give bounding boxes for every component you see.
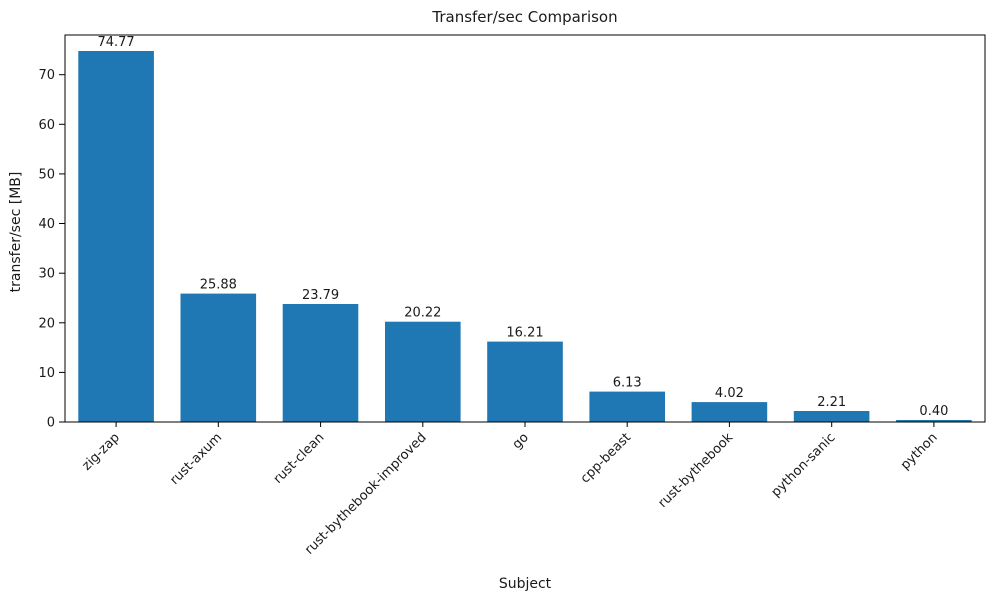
x-tick-label: rust-clean: [271, 430, 328, 487]
bar-value-label: 16.21: [506, 326, 543, 341]
y-tick-label: 60: [38, 118, 55, 133]
x-axis-label: Subject: [499, 576, 552, 592]
y-tick-label: 0: [47, 416, 55, 431]
bar-value-label: 20.22: [404, 306, 441, 321]
bar-value-label: 0.40: [919, 404, 948, 419]
y-tick-label: 40: [38, 217, 55, 232]
bar-value-label: 25.88: [200, 278, 237, 293]
y-tick-label: 10: [38, 366, 55, 381]
bar: [78, 51, 154, 422]
bar: [793, 411, 870, 422]
x-tick-label: cpp-beast: [578, 430, 634, 486]
x-tick-label: go: [510, 430, 532, 452]
x-tick-label: python: [898, 430, 941, 473]
y-axis-label: transfer/sec [MB]: [8, 172, 24, 293]
x-tick-label: zig-zap: [79, 430, 122, 473]
bar: [589, 391, 665, 422]
x-tick-label: rust-bythebook: [656, 430, 737, 511]
bar: [691, 402, 768, 422]
bar: [385, 321, 461, 422]
plot-area: 74.77 zig-zap 25.88 rust-axum 23.79 rust-clea…: [38, 34, 986, 558]
y-tick-label: 50: [38, 167, 55, 182]
bar: [487, 341, 563, 422]
x-tick-label: python-sanic: [769, 430, 839, 500]
x-tick-label: rust-axum: [167, 430, 225, 488]
y-tick-label: 30: [38, 267, 55, 282]
bar: [180, 293, 257, 422]
bar-value-label: 74.77: [97, 35, 134, 50]
bar-value-label: 4.02: [715, 386, 744, 401]
x-tick-label: rust-bythebook-improved: [302, 430, 429, 557]
chart-title: Transfer/sec Comparison: [431, 8, 617, 26]
y-tick-label: 70: [38, 68, 55, 83]
bar-value-label: 6.13: [613, 376, 642, 391]
y-tick-label: 20: [38, 316, 55, 331]
bar: [896, 420, 972, 422]
bar: [282, 304, 359, 422]
bar-value-label: 2.21: [817, 395, 846, 410]
bar-value-label: 23.79: [302, 288, 339, 303]
axes-box: [64, 34, 986, 423]
